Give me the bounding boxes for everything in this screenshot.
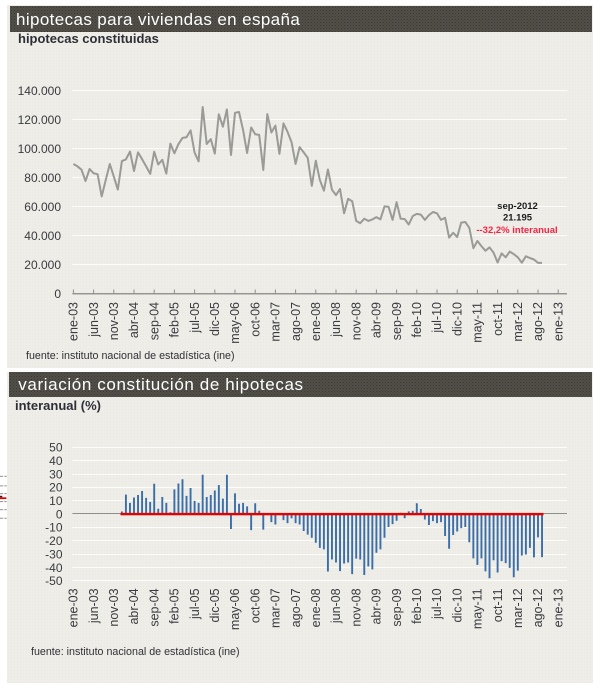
svg-text:nov-08: nov-08	[349, 588, 363, 626]
svg-text:sep-2012: sep-2012	[497, 201, 538, 212]
svg-text:nov-03: nov-03	[107, 588, 121, 626]
svg-text:abr-09: abr-09	[370, 588, 384, 624]
svg-text:sep-09: sep-09	[390, 588, 404, 626]
svg-text:feb-05: feb-05	[168, 588, 182, 623]
svg-text:80.000: 80.000	[24, 171, 61, 185]
svg-text:--32,2% interanual: --32,2% interanual	[476, 225, 557, 236]
svg-text:oct-11: oct-11	[491, 302, 505, 336]
svg-text:100.000: 100.000	[18, 142, 62, 156]
svg-text:jun-08: jun-08	[329, 588, 343, 624]
svg-text:nov-08: nov-08	[349, 302, 363, 340]
svg-text:sep-04: sep-04	[147, 588, 161, 626]
svg-text:40: 40	[49, 454, 63, 468]
svg-text:ago-12: ago-12	[531, 302, 545, 341]
svg-text:oct-06: oct-06	[248, 588, 262, 623]
svg-text:20.000: 20.000	[24, 258, 61, 272]
svg-text:mar-12: mar-12	[511, 302, 525, 342]
svg-text:120.000: 120.000	[18, 113, 62, 127]
svg-text:may-11: may-11	[471, 302, 485, 343]
svg-text:dic-10: dic-10	[450, 302, 464, 336]
svg-text:ago-12: ago-12	[531, 588, 545, 627]
svg-text:40.000: 40.000	[24, 229, 61, 243]
svg-text:10: 10	[49, 494, 63, 508]
svg-text:ene-03: ene-03	[67, 302, 81, 341]
svg-text:0: 0	[54, 287, 61, 301]
svg-text:ene-08: ene-08	[309, 302, 323, 341]
svg-text:abr-04: abr-04	[127, 302, 141, 338]
svg-text:30: 30	[49, 467, 63, 481]
svg-text:ene-13: ene-13	[551, 302, 565, 341]
svg-text:-10: -10	[45, 521, 63, 535]
svg-text:sep-09: sep-09	[390, 302, 404, 340]
svg-text:may-06: may-06	[228, 302, 242, 344]
svg-text:jul-10: jul-10	[430, 302, 444, 334]
svg-text:jul-05: jul-05	[188, 302, 202, 334]
svg-text:-50: -50	[45, 574, 63, 588]
svg-text:20: 20	[49, 481, 63, 495]
svg-text:ene-13: ene-13	[551, 588, 565, 627]
svg-text:dic-10: dic-10	[450, 588, 464, 622]
svg-text:mar-07: mar-07	[269, 588, 283, 628]
svg-text:abr-09: abr-09	[370, 302, 384, 338]
svg-text:jun-08: jun-08	[329, 302, 343, 338]
svg-text:50: 50	[49, 441, 63, 455]
svg-text:-20: -20	[45, 534, 63, 548]
svg-text:60.000: 60.000	[24, 200, 61, 214]
svg-text:may-06: may-06	[228, 588, 242, 630]
svg-text:oct-06: oct-06	[248, 302, 262, 337]
svg-text:ago-07: ago-07	[289, 588, 303, 627]
svg-text:oct-11: oct-11	[491, 588, 505, 622]
svg-text:21.195: 21.195	[503, 212, 533, 223]
svg-text:jul-05: jul-05	[188, 588, 202, 620]
svg-text:jul-10: jul-10	[430, 588, 444, 620]
svg-text:abr-04: abr-04	[127, 588, 141, 624]
svg-text:feb-10: feb-10	[410, 302, 424, 337]
svg-text:mar-12: mar-12	[511, 588, 525, 628]
svg-text:-40: -40	[45, 561, 63, 575]
svg-text:140.000: 140.000	[18, 84, 62, 98]
svg-text:ene-08: ene-08	[309, 588, 323, 627]
svg-text:-30: -30	[45, 547, 63, 561]
svg-text:mar-07: mar-07	[269, 302, 283, 342]
svg-text:may-11: may-11	[471, 588, 485, 629]
svg-text:0: 0	[56, 507, 63, 521]
svg-text:nov-03: nov-03	[107, 302, 121, 340]
svg-text:jun-03: jun-03	[87, 302, 101, 338]
svg-text:feb-10: feb-10	[410, 588, 424, 623]
svg-text:dic-05: dic-05	[208, 588, 222, 622]
svg-text:ene-03: ene-03	[67, 588, 81, 627]
svg-text:dic-05: dic-05	[208, 302, 222, 336]
svg-text:feb-05: feb-05	[168, 302, 182, 337]
svg-text:ago-07: ago-07	[289, 302, 303, 341]
svg-text:sep-04: sep-04	[147, 302, 161, 340]
svg-text:jun-03: jun-03	[87, 588, 101, 624]
